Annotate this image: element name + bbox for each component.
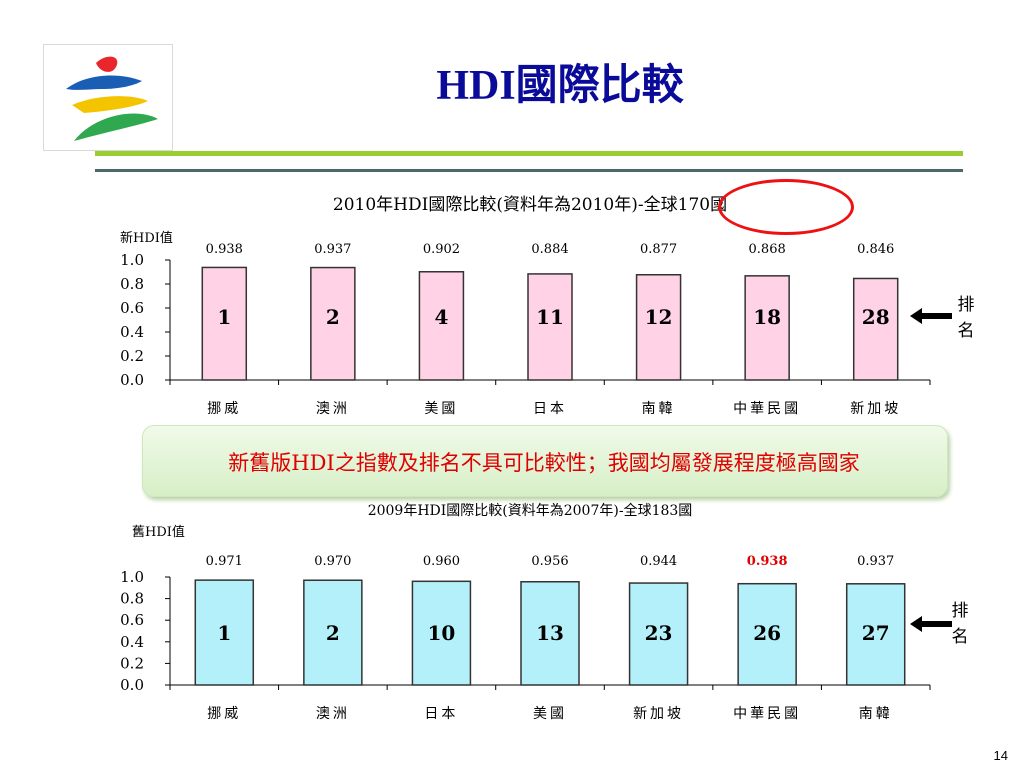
rank-label: 排名 — [957, 295, 975, 341]
highlight-circle — [718, 179, 854, 235]
y-tick-label: 0.4 — [120, 323, 144, 341]
y-tick-label: 0.6 — [120, 611, 144, 629]
y-tick-label: 0.4 — [120, 633, 144, 651]
bar — [303, 579, 363, 686]
bar — [201, 266, 248, 381]
rank-label: 2 — [326, 621, 340, 645]
bar — [845, 583, 906, 686]
bar — [628, 582, 689, 686]
y-tick-label: 0.8 — [120, 590, 144, 608]
y-tick-label: 0.8 — [120, 275, 144, 293]
data-label: 0.937 — [314, 242, 351, 257]
rank-label: 1 — [217, 621, 231, 645]
data-label: 0.971 — [206, 554, 243, 569]
rank-label: 18 — [753, 305, 781, 329]
page-title: HDI國際比較 — [436, 63, 684, 109]
y-tick-label: 0.0 — [120, 676, 144, 694]
x-tick-label: 挪威 — [207, 706, 241, 722]
x-tick-label: 挪威 — [207, 401, 241, 417]
note-box — [142, 425, 948, 497]
y-axis-label-old: 舊HDI值 — [132, 525, 185, 540]
bar — [744, 275, 790, 381]
x-tick-label: 日本 — [424, 706, 458, 722]
x-tick-label: 中華民國 — [733, 401, 801, 417]
rank-label: 10 — [428, 621, 456, 645]
x-tick-label: 日本 — [533, 401, 567, 417]
bar — [737, 582, 797, 686]
rank-label: 4 — [434, 305, 448, 329]
y-tick-label: 0.0 — [120, 371, 144, 389]
bar — [520, 581, 580, 686]
bar — [411, 580, 472, 686]
rank-label: 排名 — [951, 601, 969, 647]
chart-2009: 0.0 0.2 0.4 0.6 0.8 1.0 0.971 1 挪威 0.970 2 澳洲 0.960 1… — [120, 554, 931, 722]
rank-label: 23 — [645, 621, 673, 645]
y-axis-label-new: 新HDI值 — [120, 231, 173, 246]
bar — [635, 274, 682, 381]
bar — [310, 266, 356, 381]
data-label: 0.944 — [640, 554, 677, 569]
x-tick-label: 新加坡 — [633, 706, 684, 722]
title-divider-gray — [95, 169, 963, 172]
y-tick-label: 0.6 — [120, 299, 144, 317]
page-number: 14 — [993, 748, 1008, 763]
data-label: 0.877 — [640, 242, 677, 257]
rank-label: 2 — [326, 305, 340, 329]
rank-label: 12 — [645, 305, 673, 329]
x-tick-label: 南韓 — [642, 401, 676, 417]
x-tick-label: 美國 — [424, 401, 458, 417]
rank-arrow-icon — [910, 306, 954, 330]
x-tick-label: 美國 — [533, 706, 567, 722]
rank-label: 28 — [862, 305, 890, 329]
x-tick-label: 澳洲 — [316, 401, 350, 417]
data-label: 0.970 — [314, 554, 351, 569]
data-label: 0.938 — [206, 242, 243, 257]
data-label: 0.884 — [531, 242, 568, 257]
data-label: 0.960 — [423, 554, 460, 569]
rank-label: 27 — [862, 621, 890, 645]
data-label: 0.846 — [857, 242, 894, 257]
y-tick-label: 1.0 — [120, 251, 144, 269]
logo — [43, 44, 173, 151]
rank-label: 11 — [536, 305, 564, 329]
x-tick-label: 澳洲 — [316, 706, 350, 722]
y-tick-label: 1.0 — [120, 568, 144, 586]
y-tick-label: 0.2 — [120, 654, 144, 672]
x-tick-label: 中華民國 — [733, 706, 801, 722]
data-label: 0.868 — [749, 242, 786, 257]
y-tick-label: 0.2 — [120, 347, 144, 365]
note-text: 新舊版HDI之指數及排名不具可比較性；我國均屬發展程度極高國家 — [228, 451, 860, 475]
data-label: 0.902 — [423, 242, 460, 257]
bar — [194, 579, 255, 686]
rank-label: 13 — [536, 621, 564, 645]
data-label: 0.937 — [857, 554, 894, 569]
rank-label: 26 — [753, 621, 781, 645]
bar — [527, 273, 573, 381]
x-tick-label: 新加坡 — [850, 401, 901, 417]
chart-2010: 0.0 0.2 0.4 0.6 0.8 1.0 0.938 1 挪威 0.937 2 澳洲 0.902 4… — [120, 242, 931, 417]
bar — [852, 277, 899, 381]
data-label: 0.956 — [531, 554, 568, 569]
rank-label: 1 — [217, 305, 231, 329]
title-divider-green — [95, 151, 963, 156]
chart-title-2010: 2010年HDI國際比較(資料年為2010年)-全球170國 — [332, 195, 728, 215]
data-label: 0.938 — [747, 554, 788, 569]
bar — [418, 271, 465, 381]
rank-arrow-icon — [910, 614, 954, 638]
x-tick-label: 南韓 — [859, 706, 893, 722]
logo-graphic — [66, 56, 158, 141]
chart-title-2009: 2009年HDI國際比較(資料年為2007年)-全球183國 — [367, 503, 693, 519]
